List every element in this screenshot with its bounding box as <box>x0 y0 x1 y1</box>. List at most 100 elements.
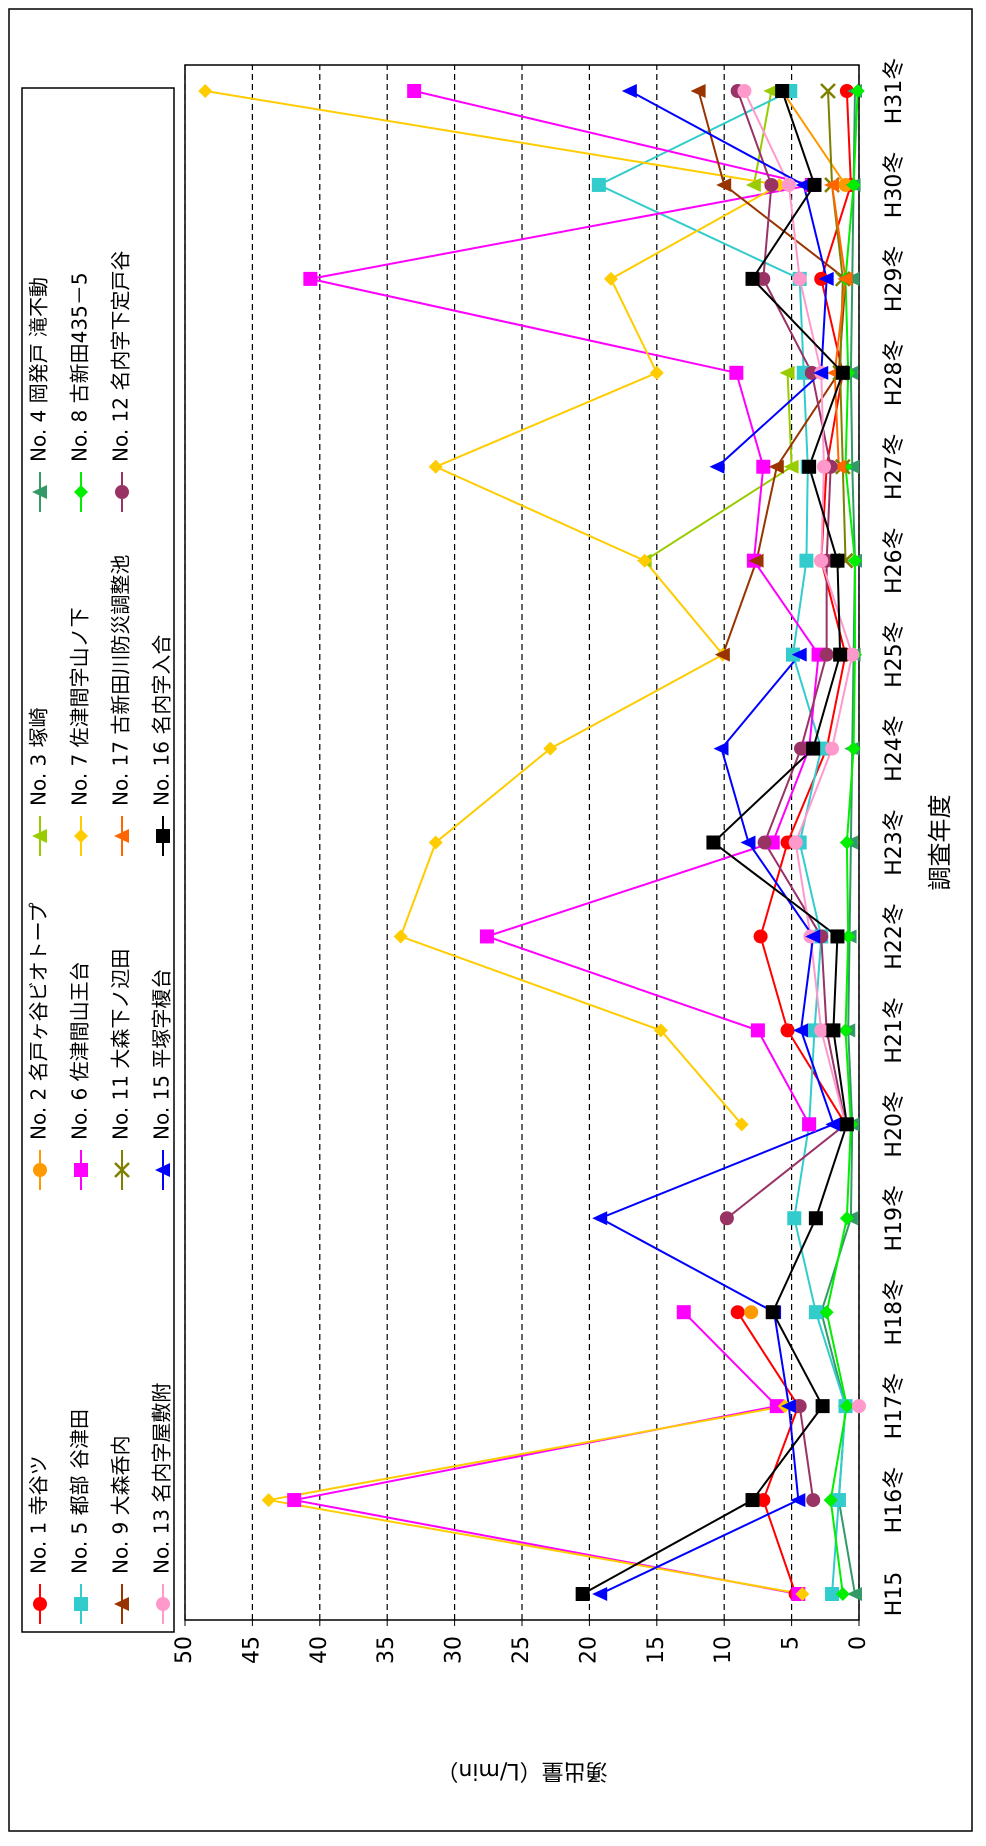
marker <box>750 1023 765 1038</box>
marker <box>838 177 853 192</box>
legend-marker <box>74 1163 88 1177</box>
marker <box>764 177 779 192</box>
series-line <box>798 1405 815 1501</box>
y-tick-label: 35 <box>374 1636 399 1664</box>
marker <box>730 1305 745 1320</box>
legend-marker <box>33 1163 47 1177</box>
marker <box>808 1211 823 1226</box>
marker <box>839 84 854 98</box>
x-tick-label: H16冬 <box>882 1467 907 1534</box>
marker <box>783 459 799 474</box>
x-tick-label: H30冬 <box>882 152 907 219</box>
marker <box>748 553 764 568</box>
series-line <box>310 90 820 1125</box>
marker <box>543 741 558 756</box>
marker <box>676 1305 691 1320</box>
legend-label: No. 5 都部 谷津田 <box>68 1409 92 1574</box>
y-tick-label: 45 <box>239 1636 264 1664</box>
marker <box>479 929 494 944</box>
legend-item: No. 17 古新田川防災調整池 <box>109 555 133 856</box>
marker <box>825 1117 841 1132</box>
marker <box>839 1117 854 1132</box>
legend-item: No. 16 名内字入合 <box>150 635 174 856</box>
legend-label: No. 16 名内字入合 <box>150 635 174 806</box>
marker <box>765 1305 780 1320</box>
x-tick-label: H21冬 <box>882 997 907 1064</box>
marker <box>805 929 821 944</box>
marker <box>820 83 836 99</box>
marker <box>744 1305 759 1320</box>
marker <box>621 84 637 98</box>
plot-area <box>185 65 859 1620</box>
legend-label: No. 12 名内字下定戸谷 <box>109 251 133 462</box>
marker <box>819 647 834 662</box>
marker <box>850 84 865 98</box>
marker <box>845 647 860 662</box>
marker <box>795 1587 810 1601</box>
marker <box>716 177 732 192</box>
marker <box>839 835 854 850</box>
x-tick-label: H22冬 <box>882 903 907 970</box>
legend-marker <box>156 1597 170 1611</box>
marker <box>775 84 790 98</box>
marker <box>734 1117 749 1132</box>
marker <box>819 1305 834 1320</box>
legend-item: No. 7 佐津間字山ノ下 <box>68 607 92 856</box>
legend-label: No. 6 佐津間山王台 <box>68 961 92 1140</box>
marker <box>740 835 756 850</box>
legend-label: No. 8 古新田435－5 <box>68 272 92 462</box>
marker <box>852 1399 866 1414</box>
marker <box>745 177 761 192</box>
marker <box>649 365 664 380</box>
marker <box>839 1211 854 1226</box>
series-line <box>752 90 773 186</box>
y-tick-label: 15 <box>644 1636 669 1664</box>
marker <box>407 84 422 98</box>
marker <box>799 553 814 568</box>
series-line <box>205 90 783 1125</box>
x-tick-label: H17冬 <box>882 1373 907 1440</box>
marker <box>837 271 853 286</box>
marker <box>729 365 744 380</box>
legend-label: No. 3 塚崎 <box>27 707 51 806</box>
marker <box>830 553 845 568</box>
marker <box>763 84 779 98</box>
plot-border <box>184 64 860 1621</box>
legend-item: No. 6 佐津間山王台 <box>68 961 92 1190</box>
marker <box>833 647 848 662</box>
x-tick-label: H26冬 <box>882 527 907 594</box>
legend-box <box>21 87 175 1633</box>
legend-label: No. 1 寺谷ツ <box>27 1455 51 1574</box>
marker <box>790 1493 806 1508</box>
legend-item: No. 15 平塚字榎台 <box>150 969 174 1190</box>
marker <box>816 459 831 474</box>
marker <box>603 271 618 286</box>
marker <box>719 1211 734 1226</box>
x-tick-label: H15 <box>882 1572 907 1617</box>
series-line <box>781 90 847 186</box>
legend-item: No. 8 古新田435－5 <box>68 272 92 512</box>
legend-marker <box>74 485 88 499</box>
marker <box>769 1399 784 1414</box>
legend-marker <box>33 1597 47 1611</box>
y-tick-label: 0 <box>846 1636 871 1650</box>
marker <box>592 1211 608 1226</box>
x-tick-label: H28冬 <box>882 340 907 407</box>
marker <box>841 929 856 944</box>
marker <box>428 835 443 850</box>
marker <box>713 741 729 756</box>
marker <box>824 177 840 192</box>
rotated-chart: 0 5 10 15 20 25 30 35 40 45 50 H15 H16冬 H17冬 H18冬 H19冬 H… <box>21 58 954 1783</box>
legend-label: No. 13 名内字屋敷附 <box>150 1383 174 1574</box>
legend-marker <box>156 829 170 843</box>
marker <box>592 1587 608 1601</box>
marker <box>835 365 850 380</box>
y-tick-label: 25 <box>509 1636 534 1664</box>
marker <box>756 271 771 286</box>
marker <box>792 1399 807 1414</box>
marker <box>779 365 795 380</box>
x-tick-label: H18冬 <box>882 1279 907 1346</box>
marker <box>831 1493 846 1508</box>
marker <box>737 84 752 98</box>
